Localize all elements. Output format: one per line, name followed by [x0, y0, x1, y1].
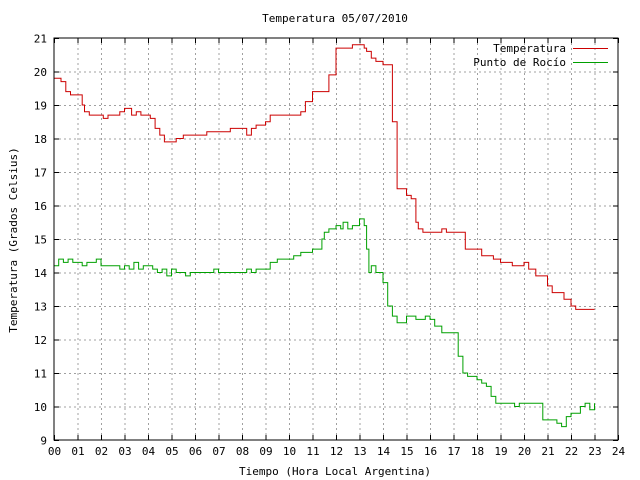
x-tick-label: 11 [306, 445, 319, 458]
ticks [54, 38, 619, 441]
x-tick-label: 06 [189, 445, 202, 458]
x-tick-label: 24 [612, 445, 626, 458]
x-tick-label: 18 [471, 445, 484, 458]
series-line-1 [54, 218, 595, 428]
y-tick-label: 12 [34, 334, 47, 347]
x-tick-label: 03 [118, 445, 131, 458]
x-axis-label: Tiempo (Hora Local Argentina) [239, 465, 431, 478]
tick-labels: 00 01 02 03 04 05 06 07 08 09 10 11 12 13 14 15 16 17 18 19… [34, 33, 626, 459]
series-line-0 [54, 44, 595, 310]
x-tick-label: 01 [71, 445, 84, 458]
x-tick-label: 09 [259, 445, 272, 458]
y-tick-label: 20 [34, 66, 47, 79]
x-tick-label: 22 [565, 445, 578, 458]
x-tick-label: 00 [48, 445, 61, 458]
x-tick-label: 19 [494, 445, 507, 458]
y-tick-label: 19 [34, 100, 47, 113]
y-axis-label: Temperatura (Grados Celsius) [7, 147, 20, 332]
x-tick-label: 04 [142, 445, 156, 458]
y-tick-label: 13 [34, 301, 47, 314]
x-tick-label: 05 [165, 445, 178, 458]
y-tick-label: 17 [34, 167, 47, 180]
x-tick-label: 20 [518, 445, 531, 458]
x-tick-label: 07 [212, 445, 225, 458]
x-tick-label: 21 [541, 445, 554, 458]
y-tick-label: 10 [34, 401, 47, 414]
x-tick-label: 17 [447, 445, 460, 458]
x-tick-label: 14 [377, 445, 391, 458]
chart-title: Temperatura 05/07/2010 [262, 12, 408, 25]
x-tick-label: 23 [588, 445, 601, 458]
x-tick-label: 10 [283, 445, 296, 458]
legend-label-1: Punto de Rocío [473, 56, 566, 69]
y-tick-label: 16 [34, 200, 47, 213]
y-tick-label: 9 [40, 435, 47, 448]
y-tick-label: 15 [34, 234, 47, 247]
x-tick-label: 16 [424, 445, 437, 458]
x-tick-label: 02 [95, 445, 108, 458]
series-layer [54, 44, 595, 428]
grid [54, 38, 618, 440]
y-tick-label: 11 [34, 368, 47, 381]
x-tick-label: 08 [236, 445, 249, 458]
y-tick-label: 21 [34, 33, 47, 46]
x-tick-label: 13 [353, 445, 366, 458]
y-tick-label: 14 [34, 267, 48, 280]
y-tick-label: 18 [34, 133, 47, 146]
legend-label-0: Temperatura [493, 42, 566, 55]
x-tick-label: 12 [330, 445, 343, 458]
x-tick-label: 15 [400, 445, 413, 458]
